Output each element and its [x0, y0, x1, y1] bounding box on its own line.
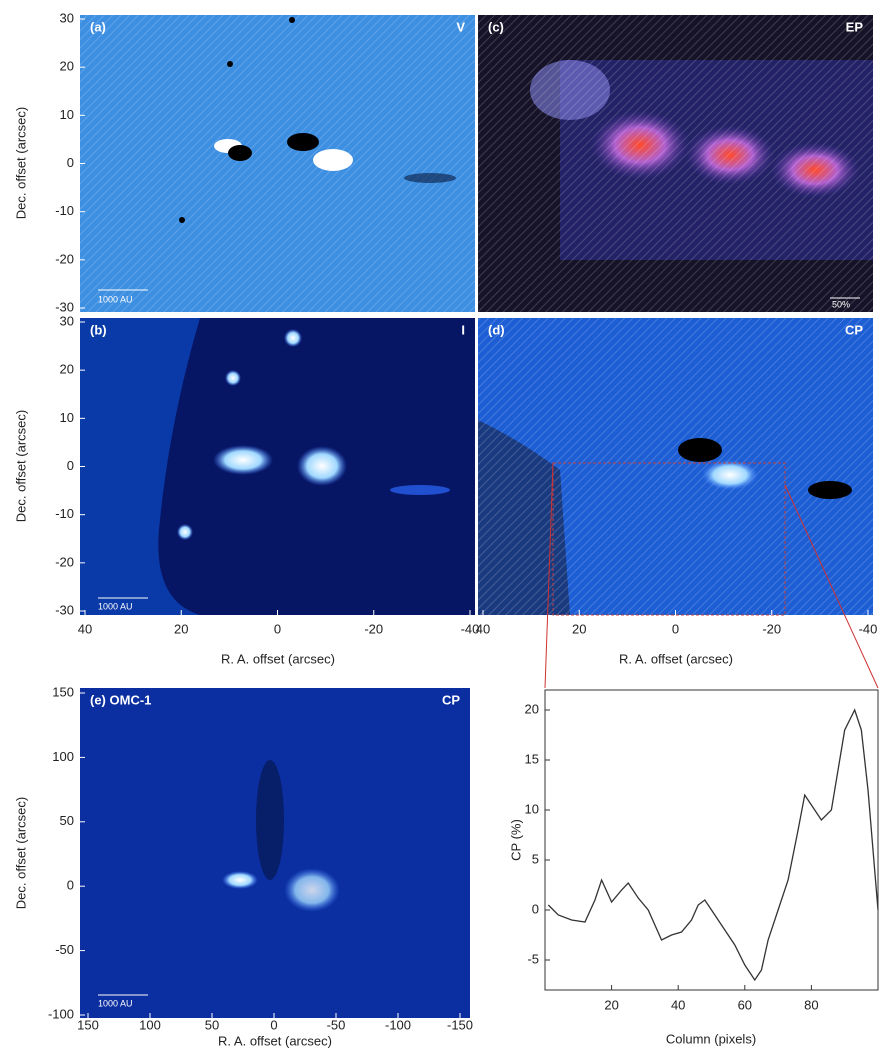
panel-d: (d) CP [478, 318, 873, 616]
plot-frame [544, 689, 879, 991]
y-tick-label: -5 [527, 951, 539, 966]
y-tick-label: 20 [525, 701, 539, 716]
cp-line [547, 708, 879, 982]
y-axis-label: CP (%) [508, 819, 523, 861]
y-tick-label: -10 [55, 203, 74, 218]
x-tick-label: -150 [447, 1017, 473, 1032]
y-tick-label: 50 [60, 813, 74, 828]
panel-b: (b) I 1000 AU [80, 318, 475, 615]
y-tick-label: -30 [55, 602, 74, 617]
panel-e: (e) OMC-1 CP 1000 AU [80, 688, 470, 1018]
y-tick-label: -50 [55, 942, 74, 957]
y-tick-label: 30 [60, 10, 74, 25]
stokes-label: CP [442, 692, 460, 707]
stokes-label: EP [846, 19, 864, 34]
y-tick-label: 20 [60, 362, 74, 377]
stokes-label: CP [845, 322, 863, 337]
scale-bar-label: 50% [832, 299, 850, 309]
y-tick-label: 100 [52, 749, 74, 764]
x-axis-label: R. A. offset (arcsec) [221, 651, 335, 666]
scale-bar-label: 1000 AU [98, 998, 133, 1008]
x-tick-label: 20 [174, 621, 188, 636]
y-tick-label: -100 [48, 1006, 74, 1021]
panel-c: (c) EP 50% [478, 15, 873, 312]
y-axis-label: Dec. offset (arcsec) [13, 797, 28, 909]
x-tick-label: 150 [77, 1017, 99, 1032]
y-axis-label: Dec. offset (arcsec) [13, 410, 28, 522]
x-tick-label: 0 [270, 1017, 277, 1032]
x-tick-label: 40 [78, 621, 92, 636]
y-tick-label: -30 [55, 299, 74, 314]
x-axis-label: R. A. offset (arcsec) [619, 651, 733, 666]
x-tick-label: -20 [364, 621, 383, 636]
x-tick-label: 20 [604, 997, 618, 1012]
x-tick-label: 60 [738, 997, 752, 1012]
y-tick-label: 0 [67, 155, 74, 170]
stokes-label: I [461, 322, 465, 337]
scale-bar-label: 1000 AU [98, 601, 133, 611]
x-tick-label: 40 [476, 621, 490, 636]
y-tick-label: -20 [55, 554, 74, 569]
y-tick-label: 30 [60, 313, 74, 328]
x-tick-label: 80 [804, 997, 818, 1012]
y-tick-label: 5 [532, 851, 539, 866]
x-tick-label: 0 [274, 621, 281, 636]
panel-label: (e) OMC-1 [90, 692, 151, 707]
x-tick-label: 20 [572, 621, 586, 636]
y-tick-label: -10 [55, 506, 74, 521]
y-tick-label: 10 [60, 107, 74, 122]
x-axis-label: R. A. offset (arcsec) [218, 1033, 332, 1048]
x-tick-label: 40 [671, 997, 685, 1012]
stokes-label: V [456, 19, 465, 34]
x-tick-label: 50 [205, 1017, 219, 1032]
panel-label: (d) [488, 322, 505, 337]
x-axis-label: Column (pixels) [666, 1031, 756, 1046]
panel-label: (a) [90, 19, 106, 34]
y-tick-label: 10 [60, 410, 74, 425]
y-tick-label: 15 [525, 751, 539, 766]
zoom-line [784, 484, 879, 689]
x-tick-label: -50 [327, 1017, 346, 1032]
x-tick-label: -20 [762, 621, 781, 636]
panel-label: (b) [90, 322, 107, 337]
x-tick-label: 100 [139, 1017, 161, 1032]
y-tick-label: -20 [55, 251, 74, 266]
y-axis-label: Dec. offset (arcsec) [13, 107, 28, 219]
zoom-line [544, 462, 554, 689]
y-tick-label: 0 [67, 878, 74, 893]
x-tick-label: -100 [385, 1017, 411, 1032]
x-tick-label: -40 [461, 621, 480, 636]
scale-bar-label: 1000 AU [98, 294, 133, 304]
panel-label: (c) [488, 19, 504, 34]
y-tick-label: 0 [532, 901, 539, 916]
y-tick-label: 20 [60, 59, 74, 74]
x-tick-label: 0 [672, 621, 679, 636]
y-tick-label: 0 [67, 458, 74, 473]
x-tick-label: -40 [859, 621, 878, 636]
y-tick-label: 150 [52, 684, 74, 699]
panel-a: (a) V 1000 AU [80, 15, 475, 312]
y-tick-label: 10 [525, 801, 539, 816]
